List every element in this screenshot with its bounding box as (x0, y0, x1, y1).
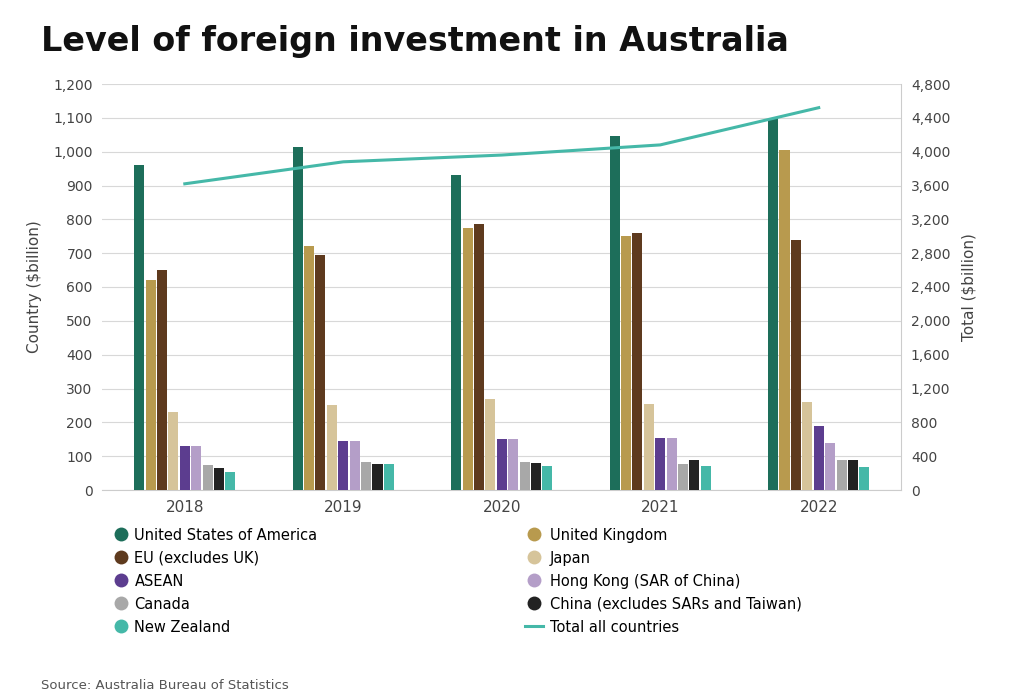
Bar (768, 118, 778, 490)
Bar (848, 460, 858, 490)
Legend: United States of America, EU (excludes UK), ASEAN, Canada, New Zealand: United States of America, EU (excludes U… (110, 522, 324, 640)
Bar (497, 440, 507, 490)
Bar (304, 246, 314, 490)
Bar (180, 446, 189, 490)
Bar (384, 463, 394, 490)
Bar (621, 237, 631, 490)
Bar (203, 465, 213, 490)
Bar (644, 404, 654, 490)
Bar (293, 146, 303, 490)
Bar (134, 165, 144, 490)
Bar (452, 176, 461, 490)
Bar (814, 426, 823, 490)
Bar (859, 467, 869, 490)
Y-axis label: Total ($billion): Total ($billion) (962, 233, 977, 341)
Bar (667, 438, 677, 490)
Bar (779, 150, 790, 490)
Bar (531, 463, 541, 490)
Bar (214, 468, 224, 490)
Bar (145, 280, 156, 490)
Text: Level of foreign investment in Australia: Level of foreign investment in Australia (41, 25, 788, 57)
Bar (349, 441, 359, 490)
Bar (157, 270, 167, 490)
Bar (791, 239, 801, 490)
Bar (543, 466, 552, 490)
Text: Source: Australia Bureau of Statistics: Source: Australia Bureau of Statistics (41, 678, 289, 692)
Bar (474, 225, 484, 490)
Bar (338, 441, 348, 490)
Y-axis label: Country ($billion): Country ($billion) (27, 220, 42, 354)
Bar (315, 255, 326, 490)
Bar (825, 442, 836, 490)
Bar (655, 438, 666, 490)
Legend: United Kingdom, Japan, Hong Kong (SAR of China), China (excludes SARs and Taiwan: United Kingdom, Japan, Hong Kong (SAR of… (519, 522, 808, 640)
Bar (802, 402, 812, 490)
Bar (168, 412, 178, 490)
Bar (609, 136, 620, 490)
Bar (519, 462, 529, 490)
Bar (678, 463, 688, 490)
Bar (837, 460, 847, 490)
Bar (485, 399, 496, 490)
Bar (689, 460, 699, 490)
Bar (327, 405, 337, 490)
Bar (508, 440, 518, 490)
Bar (191, 446, 202, 490)
Bar (463, 228, 472, 490)
Bar (225, 473, 236, 490)
Bar (361, 462, 371, 490)
Bar (373, 463, 383, 490)
Bar (633, 233, 642, 490)
Bar (700, 466, 711, 490)
